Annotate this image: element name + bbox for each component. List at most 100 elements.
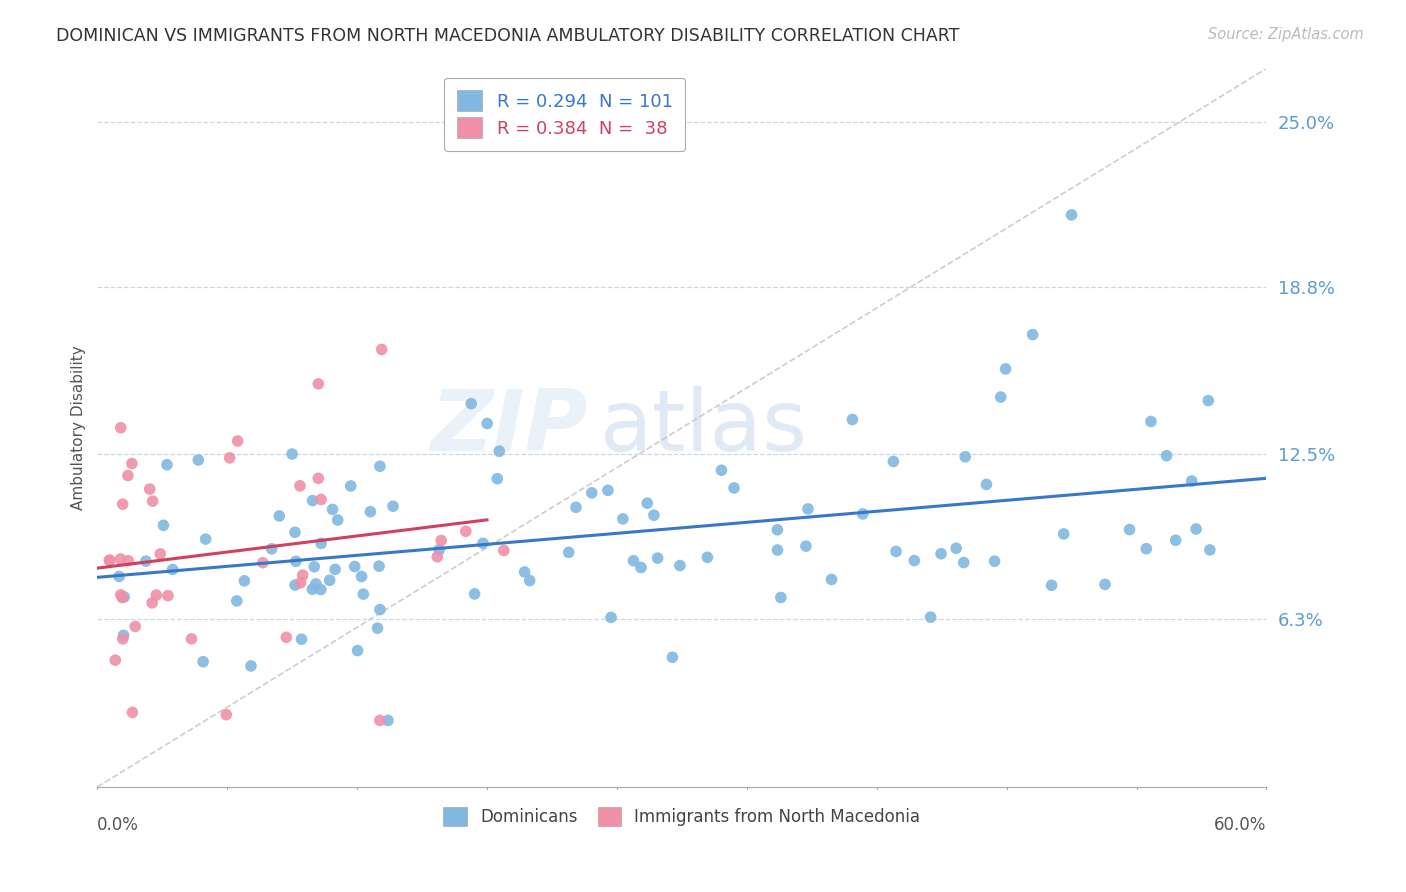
Point [488,444,510,458]
Point [565,500,588,515]
Point [149,547,172,561]
Point [284,554,307,568]
Point [994,362,1017,376]
Point [1181,474,1204,488]
Point [1053,527,1076,541]
Text: 0.0%: 0.0% [97,815,139,834]
Point [156,589,179,603]
Point [596,483,619,498]
Point [215,707,238,722]
Point [112,590,135,604]
Point [766,523,789,537]
Point [990,390,1012,404]
Point [240,659,263,673]
Point [112,628,135,642]
Point [98,553,121,567]
Point [218,450,240,465]
Point [1185,522,1208,536]
Point [820,573,842,587]
Point [352,587,374,601]
Point [630,560,652,574]
Point [269,508,291,523]
Point [152,518,174,533]
Point [1197,393,1219,408]
Point [322,502,344,516]
Point [430,533,453,548]
Text: ZIP: ZIP [430,386,588,469]
Point [346,643,368,657]
Point [797,502,820,516]
Point [110,552,132,566]
Point [260,541,283,556]
Point [636,496,658,510]
Point [108,569,131,583]
Point [952,556,974,570]
Point [955,450,977,464]
Point [426,549,449,564]
Point [284,578,307,592]
Point [723,481,745,495]
Point [111,591,134,605]
Point [138,482,160,496]
Point [142,494,165,508]
Point [301,582,323,597]
Point [1135,541,1157,556]
Point [305,577,328,591]
Point [226,434,249,448]
Point [841,412,863,426]
Point [194,532,217,546]
Point [121,457,143,471]
Point [710,463,733,477]
Point [117,468,139,483]
Point [661,650,683,665]
Point [1118,523,1140,537]
Point [121,706,143,720]
Point [370,343,392,357]
Point [368,714,391,728]
Point [929,547,952,561]
Point [284,525,307,540]
Point [647,551,669,566]
Point [976,477,998,491]
Point [1198,542,1220,557]
Point [318,574,340,588]
Text: 60.0%: 60.0% [1213,815,1267,834]
Point [1094,577,1116,591]
Y-axis label: Ambulatory Disability: Ambulatory Disability [72,345,86,510]
Point [290,575,312,590]
Point [309,582,332,597]
Point [135,554,157,568]
Point [111,632,134,646]
Point [382,500,405,514]
Point [492,543,515,558]
Point [460,397,482,411]
Point [852,507,875,521]
Point [302,559,325,574]
Point [600,610,623,624]
Point [162,562,184,576]
Point [252,556,274,570]
Legend: Dominicans, Immigrants from North Macedonia: Dominicans, Immigrants from North Macedo… [437,800,927,832]
Point [301,493,323,508]
Point [309,492,332,507]
Point [307,376,329,391]
Point [141,596,163,610]
Point [1021,327,1043,342]
Point [643,508,665,523]
Point [581,486,603,500]
Point [454,524,477,539]
Text: Source: ZipAtlas.com: Source: ZipAtlas.com [1208,27,1364,42]
Point [307,471,329,485]
Point [180,632,202,646]
Point [557,545,579,559]
Point [281,447,304,461]
Point [288,479,311,493]
Point [359,505,381,519]
Point [882,454,904,468]
Point [367,621,389,635]
Point [920,610,942,624]
Point [110,421,132,435]
Point [884,544,907,558]
Point [339,479,361,493]
Point [111,497,134,511]
